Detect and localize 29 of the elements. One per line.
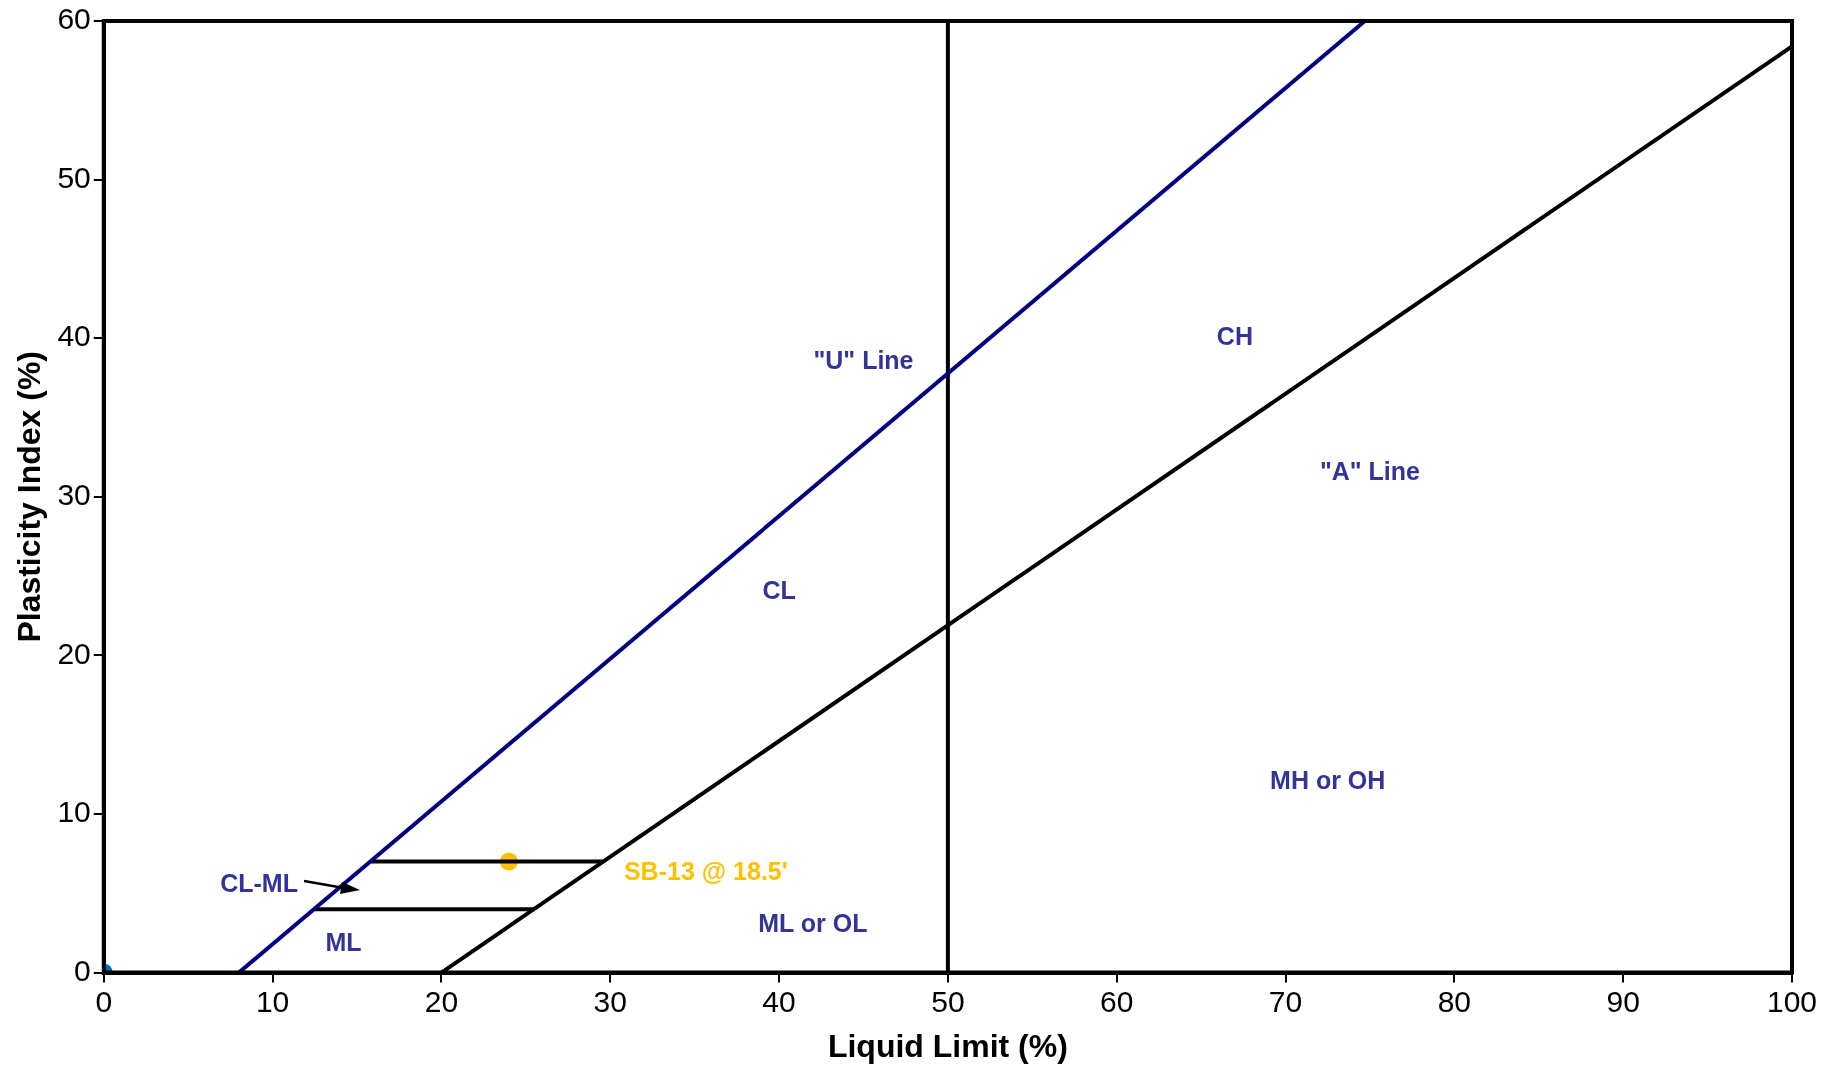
annotation: CL: [762, 575, 796, 604]
x-tick-label: 90: [1606, 984, 1640, 1018]
x-tick-label: 10: [255, 984, 290, 1018]
y-tick-label: 0: [74, 953, 91, 987]
x-tick-label: 60: [1100, 984, 1134, 1018]
y-tick-label: 20: [57, 636, 91, 670]
x-tick-label: 100: [1766, 984, 1818, 1018]
text: SB-13 @ 18.5': [623, 857, 788, 886]
x-tick-label: 30: [593, 984, 627, 1018]
y-tick-label: 60: [57, 2, 91, 36]
annotation: CL-ML: [220, 868, 298, 897]
annotation: ML or OL: [758, 908, 868, 937]
annotation: CH: [1216, 321, 1253, 350]
x-tick-label: 40: [762, 984, 796, 1018]
x-tick-label: 80: [1437, 984, 1472, 1018]
annotation: "A" Line: [1319, 456, 1421, 485]
annotation: MH or OH: [1270, 766, 1386, 795]
x-tick-label: 20: [424, 984, 459, 1018]
x-tick-label: 70: [1268, 984, 1303, 1018]
x-tick-label: 0: [95, 984, 113, 1018]
y-tick-label: 40: [57, 319, 91, 353]
x-tick-label: 50: [931, 984, 965, 1018]
y-tick-label: 10: [57, 795, 91, 829]
y-axis-title: Plasticity Index (%): [11, 350, 48, 643]
y-tick-label: 50: [57, 160, 91, 194]
x-axis-title: Liquid Limit (%): [827, 1027, 1068, 1064]
annotation: ML: [325, 927, 362, 956]
y-tick-label: 30: [57, 478, 91, 512]
annotation: "U" Line: [813, 345, 914, 374]
